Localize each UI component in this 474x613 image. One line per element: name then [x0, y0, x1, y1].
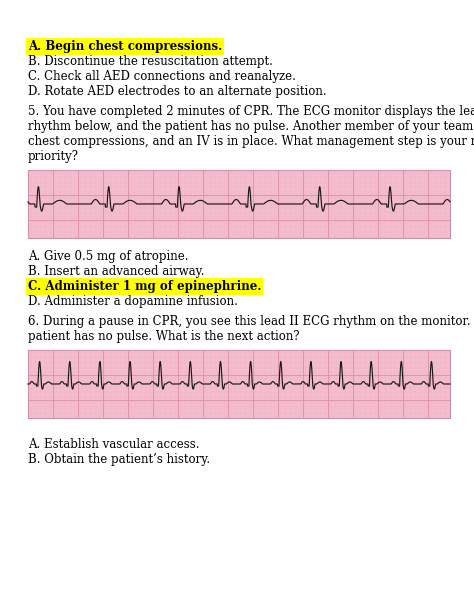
- Text: A. Give 0.5 mg of atropine.: A. Give 0.5 mg of atropine.: [28, 250, 189, 263]
- Text: C. Administer 1 mg of epinephrine.: C. Administer 1 mg of epinephrine.: [28, 280, 262, 293]
- Text: priority?: priority?: [28, 150, 79, 163]
- Bar: [28, 170, 450, 238]
- Text: B. Obtain the patient’s history.: B. Obtain the patient’s history.: [28, 453, 210, 466]
- Text: chest compressions, and an IV is in place. What management step is your next: chest compressions, and an IV is in plac…: [28, 135, 474, 148]
- Text: patient has no pulse. What is the next action?: patient has no pulse. What is the next a…: [28, 330, 300, 343]
- Text: rhythm below, and the patient has no pulse. Another member of your team resumes: rhythm below, and the patient has no pul…: [28, 120, 474, 133]
- Text: 6. During a pause in CPR, you see this lead II ECG rhythm on the monitor. The: 6. During a pause in CPR, you see this l…: [28, 315, 474, 328]
- Text: B. Discontinue the resuscitation attempt.: B. Discontinue the resuscitation attempt…: [28, 55, 273, 68]
- Text: A. Begin chest compressions.: A. Begin chest compressions.: [28, 40, 222, 53]
- Text: B. Insert an advanced airway.: B. Insert an advanced airway.: [28, 265, 204, 278]
- Text: 5. You have completed 2 minutes of CPR. The ECG monitor displays the lead II: 5. You have completed 2 minutes of CPR. …: [28, 105, 474, 118]
- Text: D. Administer a dopamine infusion.: D. Administer a dopamine infusion.: [28, 295, 238, 308]
- Text: D. Rotate AED electrodes to an alternate position.: D. Rotate AED electrodes to an alternate…: [28, 85, 327, 98]
- Bar: [28, 350, 450, 418]
- Text: A. Establish vascular access.: A. Establish vascular access.: [28, 438, 200, 451]
- Text: C. Check all AED connections and reanalyze.: C. Check all AED connections and reanaly…: [28, 70, 296, 83]
